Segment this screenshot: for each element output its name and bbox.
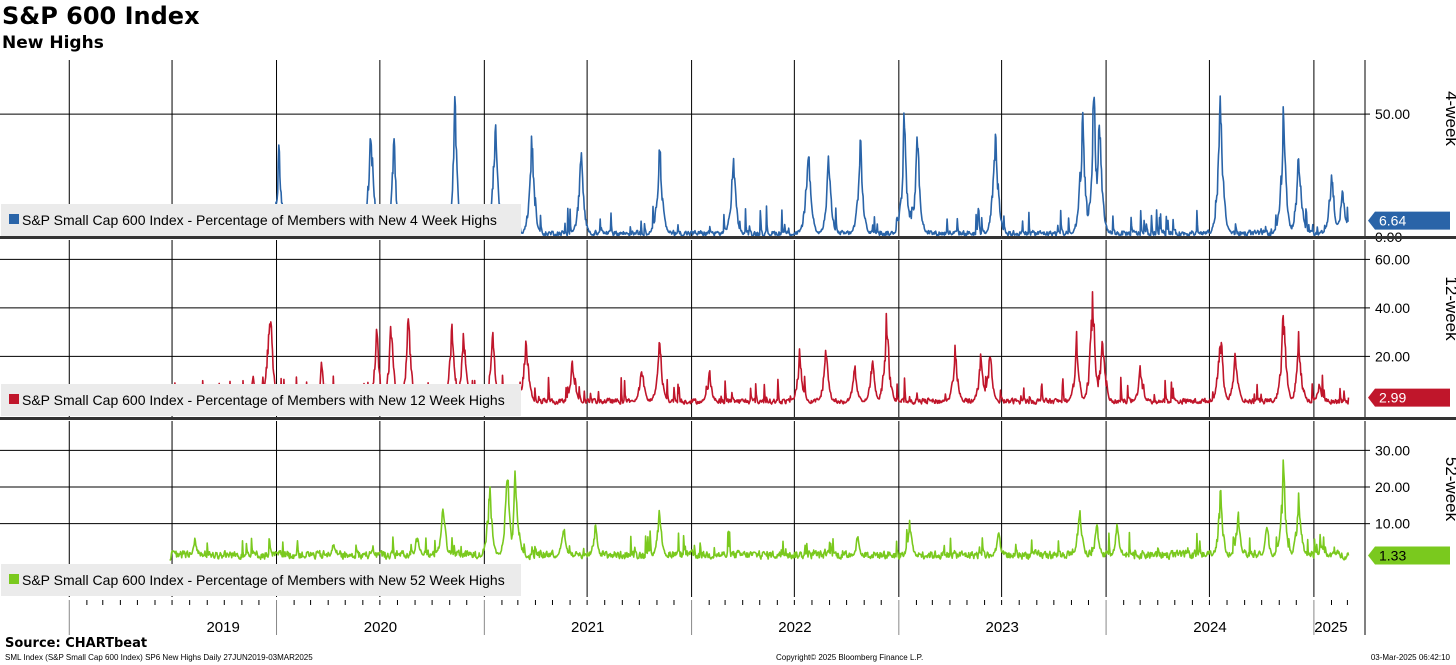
panel-12-week: 20.00 40.00 60.00 2.99 12-week S&P Small Cap …: [0, 240, 1456, 420]
x-axis: 2019 2020 2021 2022 2023 2024 2025: [68, 597, 1366, 636]
y-tick-label: 30.00: [1375, 442, 1410, 458]
source-note: Source: CHARTbeat: [5, 636, 148, 651]
legend-label: S&P Small Cap 600 Index - Percentage of …: [22, 212, 497, 228]
x-tick-label: 2020: [364, 619, 397, 636]
legend-label: S&P Small Cap 600 Index - Percentage of …: [22, 572, 505, 588]
x-tick-label: 2019: [206, 619, 239, 636]
y-tick-label: 60.00: [1375, 251, 1410, 267]
last-value-tag: [1368, 388, 1450, 407]
footer-timestamp: 03-Mar-2025 06:42:10: [1370, 653, 1450, 662]
legend-swatch: [9, 214, 19, 224]
legend-swatch: [9, 574, 19, 584]
legend-box: [1, 384, 521, 416]
x-tick-label: 2022: [778, 619, 811, 636]
y-tick-label: 20.00: [1375, 348, 1410, 364]
last-value-label: 1.33: [1379, 547, 1406, 563]
y-tick-label: 10.00: [1375, 516, 1410, 532]
last-value-tag: [1368, 546, 1450, 565]
x-tick-label: 2021: [571, 619, 604, 636]
legend-box: [1, 204, 521, 236]
y-tick-label: 20.00: [1375, 479, 1410, 495]
x-tick-label: 2024: [1193, 619, 1226, 636]
last-value-tag: [1368, 211, 1450, 230]
legend-label: S&P Small Cap 600 Index - Percentage of …: [22, 392, 505, 408]
panel-side-label: 12-week: [1442, 276, 1456, 341]
legend-swatch: [9, 394, 19, 404]
panel-side-label: 4-week: [1442, 91, 1456, 146]
y-tick-label: 40.00: [1375, 300, 1410, 316]
chart-subtitle: New Highs: [2, 33, 104, 53]
last-value-label: 2.99: [1379, 390, 1406, 406]
chart-title: S&P 600 Index: [2, 2, 200, 30]
y-tick-label: 50.00: [1375, 106, 1410, 122]
x-tick-label: 2025: [1314, 619, 1347, 636]
footer-copyright: Copyright© 2025 Bloomberg Finance L.P.: [776, 653, 924, 662]
x-tick-label: 2023: [985, 619, 1018, 636]
footer-ticker-info: SML Index (S&P Small Cap 600 Index) SP6 …: [5, 653, 313, 662]
series-line: [169, 459, 1350, 561]
panel-side-label: 52-week: [1442, 457, 1456, 522]
legend-box: [1, 564, 521, 596]
last-value-label: 6.64: [1379, 213, 1406, 229]
panel-52-week: 10.00 20.00 30.00 1.33 52-week S&P Small Cap …: [0, 421, 1456, 597]
